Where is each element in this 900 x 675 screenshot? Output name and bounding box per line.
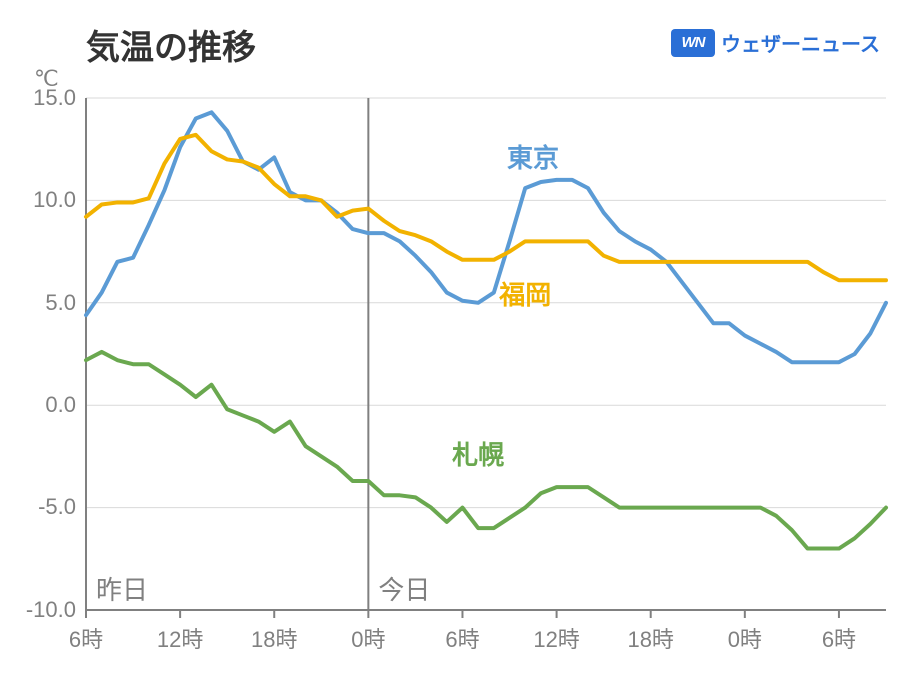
series-label-fukuoka: 福岡 (499, 275, 551, 312)
series-label-tokyo: 東京 (507, 138, 559, 175)
y-tick-label: -10.0 (26, 597, 76, 623)
y-tick-label: 0.0 (45, 392, 76, 418)
x-tick-label: 6時 (822, 622, 856, 654)
x-tick-label: 6時 (445, 622, 479, 654)
x-tick-label: 0時 (728, 622, 762, 654)
series-label-sapporo: 札幌 (452, 435, 504, 472)
day-label-yesterday: 昨日 (96, 570, 148, 607)
x-tick-label: 12時 (533, 622, 579, 654)
y-tick-label: -5.0 (38, 494, 76, 520)
x-tick-label: 12時 (157, 622, 203, 654)
x-tick-label: 6時 (69, 622, 103, 654)
y-tick-label: 5.0 (45, 290, 76, 316)
x-tick-label: 0時 (351, 622, 385, 654)
day-label-today: 今日 (378, 570, 430, 607)
x-tick-label: 18時 (627, 622, 673, 654)
y-tick-label: 15.0 (33, 85, 76, 111)
chart-container: 気温の推移 WN ウェザーニュース ℃ -10.0-5.00.05.010.01… (0, 0, 900, 675)
y-tick-label: 10.0 (33, 187, 76, 213)
x-tick-label: 18時 (251, 622, 297, 654)
